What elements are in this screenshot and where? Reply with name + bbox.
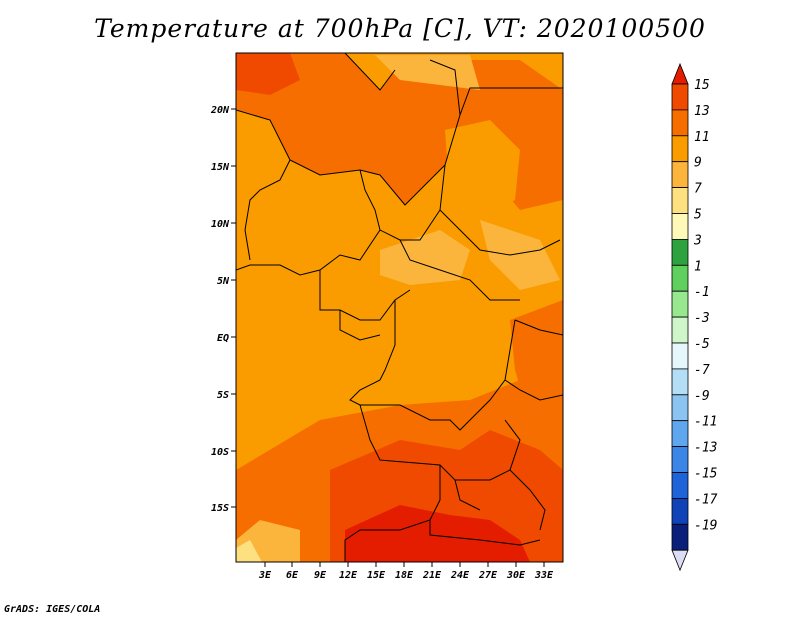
lat-tick-label: 5S [217,390,229,401]
lon-tick-label: 3E [258,570,272,581]
colorbar-segment [671,472,689,499]
lat-tick-label: 15S [211,503,229,514]
colorbar-label: 13 [694,104,710,119]
colorbar-label: -5 [694,337,710,352]
colorbar-segment [671,135,689,163]
colorbar-label: 3 [693,233,702,248]
colorbar-segment [671,394,689,422]
colorbar-segment [671,187,689,214]
colorbar-segment [671,342,689,370]
lat-tick-label: 5N [217,276,230,287]
colorbar-label: -15 [694,467,718,482]
colorbar-label: -1 [694,285,710,300]
lon-tick-label: 15E [367,570,386,581]
country-borders [236,53,563,562]
temperature-field [236,53,563,562]
colorbar-label: -19 [694,518,717,533]
colorbar-segment [671,523,689,551]
chart-title: Temperature at 700hPa [C], VT: 202010050… [94,14,706,43]
colorbar-segment [671,290,689,318]
colorbar-segment [671,264,689,292]
colorbar-label: 5 [694,208,702,223]
colorbar-segment [671,368,689,396]
colorbar-label: -17 [694,492,718,507]
colorbar-segment [671,420,689,448]
colorbar-label: -9 [694,389,710,404]
longitude-axis: 3E 6E 9E 12E 15E 18E 21E 24E 27E 30E 33E [258,562,554,581]
lon-tick-label: 30E [506,570,526,581]
colorbar: 15 13 11 9 7 5 3 1 -1 -3 -5 -7 -9 -11 -13 -15 -17 -19 [671,62,718,572]
lat-tick-label: 10N [211,219,230,230]
colorbar-label: -3 [694,311,710,326]
lon-tick-label: 27E [478,570,498,581]
colorbar-label: 11 [694,130,710,145]
colorbar-label: -13 [694,441,717,456]
colorbar-label: -11 [694,415,717,430]
credit-label: GrADS: IGES/COLA [4,604,101,615]
colorbar-top-arrow [671,62,689,85]
lon-tick-label: 6E [286,570,299,581]
lon-tick-label: 18E [395,570,414,581]
lon-tick-label: 21E [422,570,442,581]
lon-tick-label: 9E [314,570,327,581]
lat-tick-label: 10S [211,447,229,458]
colorbar-label: 9 [694,156,702,171]
lat-tick-label: EQ [217,333,229,344]
colorbar-label: 15 [694,78,710,93]
colorbar-segment [671,316,689,344]
latitude-axis: 20N 15N 10N 5N EQ 5S 10S 15S [210,105,236,514]
colorbar-bottom-arrow [671,549,689,572]
colorbar-segment [671,161,689,188]
colorbar-label: 1 [694,259,702,274]
map-frame [235,52,564,563]
lat-tick-label: 15N [211,162,230,173]
colorbar-segment [671,109,689,137]
colorbar-label: -7 [694,363,710,378]
colorbar-segment [671,83,689,111]
colorbar-segment [671,213,689,240]
colorbar-segment [671,497,689,525]
colorbar-label: 7 [694,182,702,197]
lon-tick-label: 33E [534,570,554,581]
lon-tick-label: 24E [450,570,470,581]
colorbar-segment [671,446,689,473]
lat-tick-label: 20N [210,105,230,116]
lon-tick-label: 12E [339,570,358,581]
colorbar-segment [671,238,689,266]
